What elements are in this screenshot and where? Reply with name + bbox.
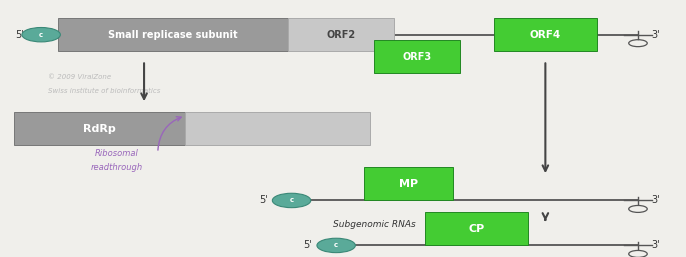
FancyBboxPatch shape: [364, 167, 453, 200]
FancyBboxPatch shape: [185, 112, 370, 145]
FancyBboxPatch shape: [494, 18, 597, 51]
Text: © 2009 ViralZone: © 2009 ViralZone: [48, 74, 111, 80]
Text: ORF2: ORF2: [327, 30, 356, 40]
Text: 5': 5': [259, 196, 268, 205]
Text: Small replicase subunit: Small replicase subunit: [108, 30, 238, 40]
Text: 5': 5': [303, 241, 312, 250]
Text: RdRp: RdRp: [83, 124, 116, 133]
Text: 5': 5': [15, 30, 24, 40]
Text: ORF3: ORF3: [402, 52, 431, 61]
Circle shape: [317, 238, 355, 253]
FancyBboxPatch shape: [58, 18, 288, 51]
Text: c: c: [289, 197, 294, 204]
Text: CP: CP: [469, 224, 485, 234]
FancyBboxPatch shape: [374, 40, 460, 73]
Text: Swiss institute of bioinformatics: Swiss institute of bioinformatics: [48, 88, 161, 94]
Text: c: c: [39, 32, 43, 38]
Circle shape: [272, 193, 311, 208]
Text: c: c: [334, 242, 338, 249]
Text: 3': 3': [652, 241, 661, 250]
FancyBboxPatch shape: [14, 112, 185, 145]
Text: readthrough: readthrough: [91, 163, 143, 172]
Text: 3': 3': [652, 30, 661, 40]
FancyBboxPatch shape: [425, 212, 528, 245]
Text: MP: MP: [399, 179, 418, 189]
Text: Subgenomic RNAs: Subgenomic RNAs: [333, 220, 416, 229]
FancyBboxPatch shape: [288, 18, 394, 51]
Circle shape: [22, 27, 60, 42]
Text: Ribosomal: Ribosomal: [95, 149, 139, 158]
Text: 3': 3': [652, 196, 661, 205]
Text: ORF4: ORF4: [530, 30, 561, 40]
